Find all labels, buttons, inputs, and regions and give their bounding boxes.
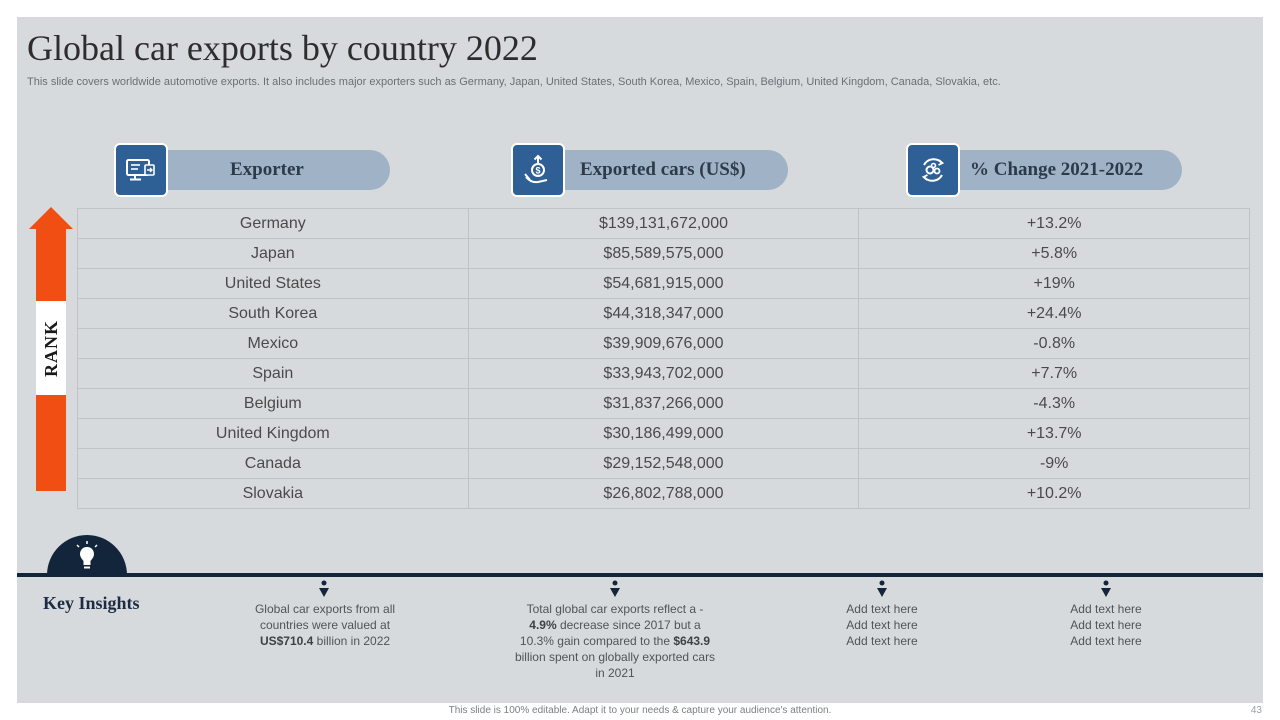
section-divider	[17, 573, 1263, 577]
insights-badge	[47, 535, 127, 575]
table-row: Belgium $31,837,266,000 -4.3%	[77, 388, 1250, 419]
rank-label: RANK	[40, 319, 61, 377]
cell-change: -9%	[858, 448, 1250, 479]
cell-change: +24.4%	[858, 298, 1250, 329]
cell-value: $54,681,915,000	[467, 268, 860, 299]
cell-country: Slovakia	[77, 478, 469, 509]
insight-1-bold: US$710.4	[259, 634, 314, 648]
cell-change: +19%	[858, 268, 1250, 299]
cell-value: $30,186,499,000	[467, 418, 860, 449]
table-row: Spain $33,943,702,000 +7.7%	[77, 358, 1250, 389]
insight-3: Add text here Add text here Add text her…	[817, 601, 947, 649]
key-insights-title: Key Insights	[43, 593, 140, 613]
pin-marker-icon	[1101, 580, 1111, 597]
cell-change: +7.7%	[858, 358, 1250, 389]
cell-country: Japan	[77, 238, 469, 269]
insight-1-text: Global car exports from all countries we…	[254, 602, 396, 632]
slide-subtitle: This slide covers worldwide automotive e…	[27, 76, 1001, 88]
insight-3-line: Add text here	[846, 602, 918, 616]
insight-4-line: Add text here	[1070, 618, 1142, 632]
rank-label-box: RANK	[36, 301, 66, 395]
slide-title: Global car exports by country 2022	[27, 28, 538, 68]
cell-value: $26,802,788,000	[467, 478, 860, 509]
header-change: % Change 2021-2022	[934, 150, 1182, 190]
cell-value: $29,152,548,000	[467, 448, 860, 479]
cell-country: United States	[77, 268, 469, 299]
cell-value: $33,943,702,000	[467, 358, 860, 389]
money-growth-icon: $	[511, 143, 565, 197]
insight-3-line: Add text here	[846, 634, 918, 648]
monitor-icon	[114, 143, 168, 197]
insight-1-text-end: billion in 2022	[313, 634, 391, 648]
insight-2-text-mid: decrease since 2017 but a 10.3% gain com…	[519, 618, 701, 648]
page-number: 43	[1250, 705, 1262, 716]
table-row: South Korea $44,318,347,000 +24.4%	[77, 298, 1250, 329]
cell-country: Mexico	[77, 328, 469, 359]
table-row: United States $54,681,915,000 +19%	[77, 268, 1250, 299]
cell-country: Spain	[77, 358, 469, 389]
cell-country: Canada	[77, 448, 469, 479]
cell-change: +10.2%	[858, 478, 1250, 509]
lightbulb-icon	[76, 541, 98, 569]
insight-1: Global car exports from all countries we…	[241, 601, 409, 649]
cell-value: $44,318,347,000	[467, 298, 860, 329]
pin-marker-icon	[877, 580, 887, 597]
insight-4-line: Add text here	[1070, 634, 1142, 648]
cell-value: $39,909,676,000	[467, 328, 860, 359]
cell-change: +13.7%	[858, 418, 1250, 449]
cell-country: United Kingdom	[77, 418, 469, 449]
cell-value: $139,131,672,000	[467, 208, 860, 239]
header-exporter: Exporter	[142, 150, 390, 190]
table-row: Germany $139,131,672,000 +13.2%	[77, 208, 1250, 239]
header-exported-cars: Exported cars (US$)	[540, 150, 788, 190]
header-change-label: % Change 2021-2022	[970, 159, 1144, 180]
insight-2-bold-amount: $643.9	[673, 634, 711, 648]
cell-country: Germany	[77, 208, 469, 239]
table-row: Japan $85,589,575,000 +5.8%	[77, 238, 1250, 269]
insight-2-bold-pct: 4.9%	[529, 618, 557, 632]
cell-change: +13.2%	[858, 208, 1250, 239]
header-exported-cars-label: Exported cars (US$)	[580, 159, 746, 180]
insight-2-text-end: billion spent on globally exported cars …	[514, 650, 716, 680]
pin-marker-icon	[319, 580, 329, 597]
exports-table: Germany $139,131,672,000 +13.2% Japan $8…	[77, 208, 1250, 509]
cell-change: -4.3%	[858, 388, 1250, 419]
header-exporter-label: Exporter	[230, 159, 304, 180]
insight-4-line: Add text here	[1070, 602, 1142, 616]
cell-country: Belgium	[77, 388, 469, 419]
cell-change: -0.8%	[858, 328, 1250, 359]
insight-4: Add text here Add text here Add text her…	[1041, 601, 1171, 649]
insight-3-line: Add text here	[846, 618, 918, 632]
table-row: Mexico $39,909,676,000 -0.8%	[77, 328, 1250, 359]
footer-note: This slide is 100% editable. Adapt it to…	[448, 705, 832, 716]
insight-2: Total global car exports reflect a - 4.9…	[513, 601, 717, 681]
insight-2-text: Total global car exports reflect a -	[526, 602, 704, 616]
cycle-gears-icon	[906, 143, 960, 197]
cell-value: $31,837,266,000	[467, 388, 860, 419]
slide: Global car exports by country 2022 This …	[17, 17, 1263, 703]
cell-value: $85,589,575,000	[467, 238, 860, 269]
cell-country: South Korea	[77, 298, 469, 329]
svg-text:$: $	[535, 166, 540, 176]
table-row: Slovakia $26,802,788,000 +10.2%	[77, 478, 1250, 509]
pin-marker-icon	[610, 580, 620, 597]
cell-change: +5.8%	[858, 238, 1250, 269]
table-row: Canada $29,152,548,000 -9%	[77, 448, 1250, 479]
table-row: United Kingdom $30,186,499,000 +13.7%	[77, 418, 1250, 449]
